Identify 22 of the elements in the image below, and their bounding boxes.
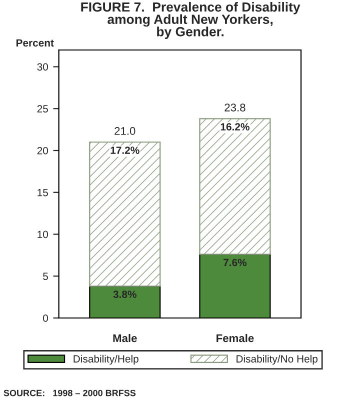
legend-label: Disability/Help (74, 354, 138, 365)
y-tick-label: 30 (37, 63, 48, 71)
chart-title: FIGURE 7. Prevalence of Disability among Adult New Yorkers, by Gender. (81, 2, 300, 39)
y-tick-label: 0 (43, 314, 48, 322)
y-tick-label: 20 (37, 147, 48, 154)
x-tick-label: Male (113, 334, 137, 342)
y-tick-label: 10 (38, 230, 48, 238)
data-label: 3.8% (113, 290, 136, 298)
source-note: SOURCE: 1998 – 2000 BRFSS (4, 390, 136, 396)
total-label: 23.8 (224, 104, 246, 112)
data-label: 16.2% (220, 123, 250, 131)
y-tick-label: 5 (43, 272, 48, 280)
x-tick-label: Female (216, 334, 254, 342)
data-label: 7.6% (224, 258, 247, 266)
bar (89, 142, 161, 287)
y-tick-label: 25 (37, 105, 48, 112)
y-tick-label: 15 (38, 188, 48, 196)
data-label: 17.2% (110, 146, 140, 154)
legend-label: Disability/No Help (236, 354, 318, 365)
y-axis-title: Percent (16, 39, 54, 47)
bar (199, 118, 271, 255)
total-label: 21.0 (114, 127, 136, 135)
